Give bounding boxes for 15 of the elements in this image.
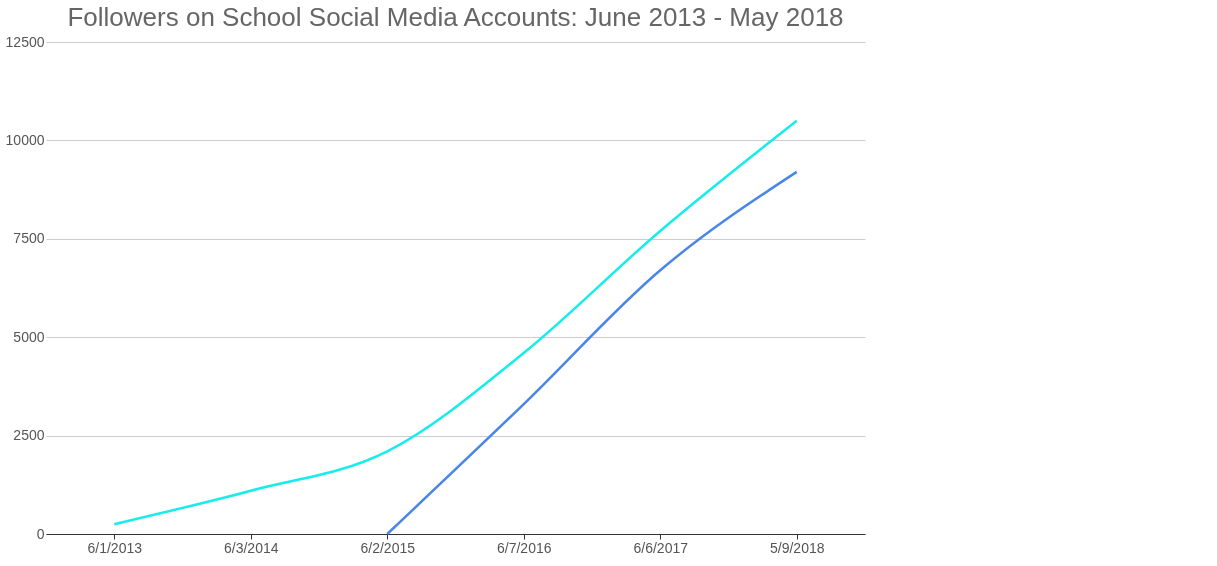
- x-tick-label: 6/6/2017: [633, 539, 689, 556]
- y-tick-label: 0: [36, 525, 45, 542]
- chart-title: Followers on School Social Media Accounts: June 2013 - May 2018: [67, 2, 844, 32]
- x-tick-label: 6/7/2016: [497, 539, 552, 556]
- x-tick-label: 6/3/2014: [224, 539, 279, 556]
- x-tick-label: 6/2/2015: [360, 539, 416, 556]
- x-tick-label: 5/9/2018: [770, 539, 825, 556]
- y-tick-label: 12500: [5, 33, 45, 50]
- y-tick-label: 10000: [5, 131, 45, 148]
- line-series: [113, 119, 798, 526]
- y-tick-label: 7500: [13, 230, 45, 247]
- y-tick-label: 5000: [13, 328, 45, 345]
- y-tick-label: 2500: [13, 427, 45, 444]
- x-tick-label: 6/1/2013: [87, 539, 143, 556]
- line-series: [386, 170, 798, 536]
